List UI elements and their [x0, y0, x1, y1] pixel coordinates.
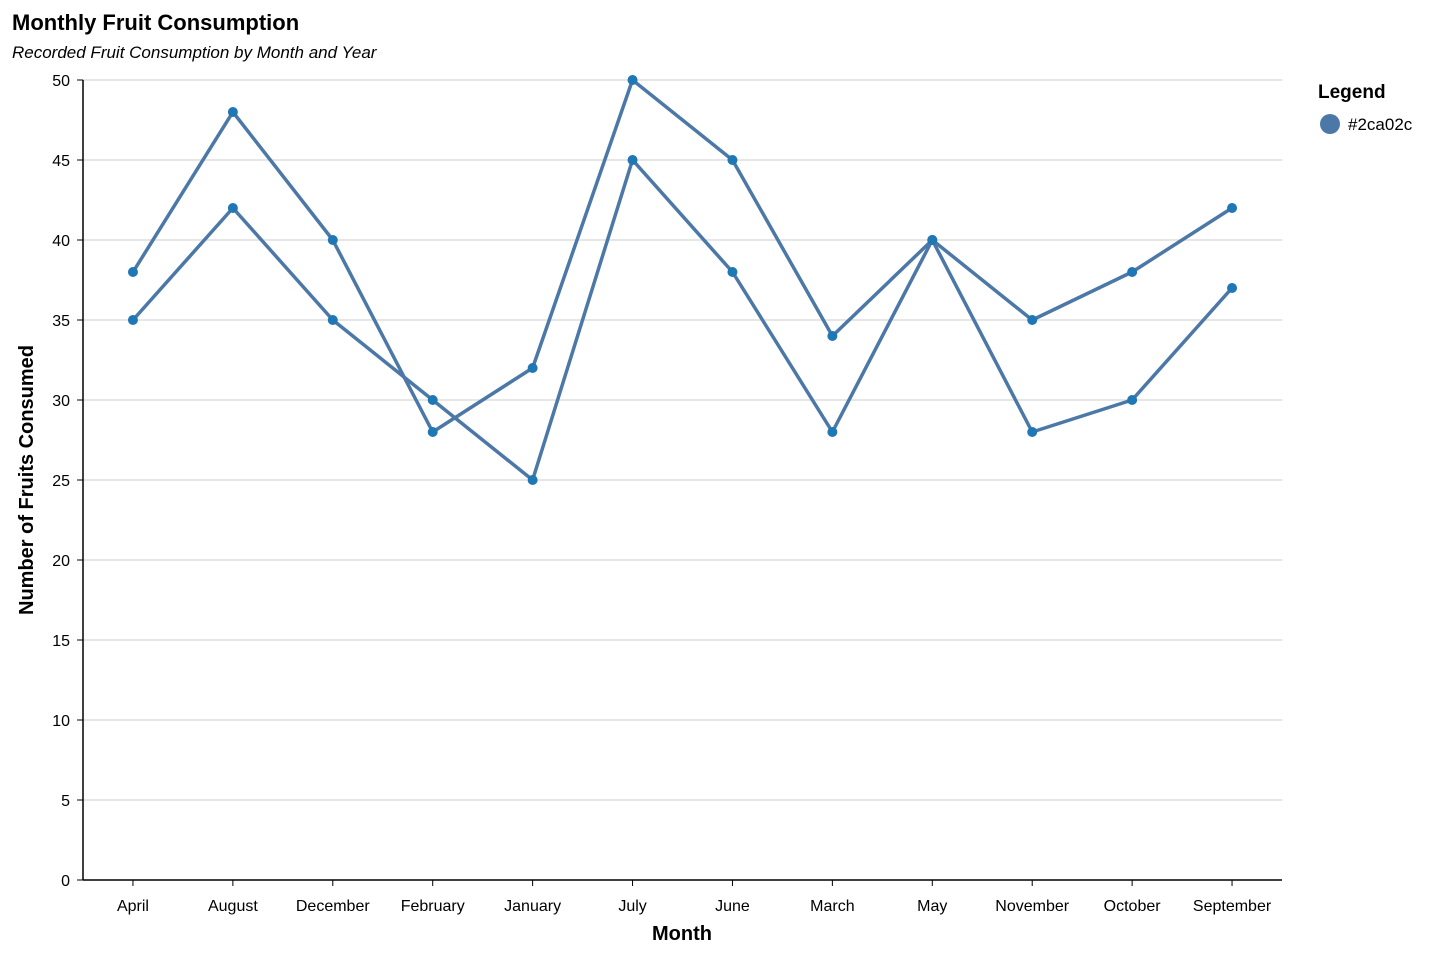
series-1-point — [827, 331, 838, 341]
series-2-point — [1127, 395, 1138, 405]
x-tick-label: June — [715, 898, 750, 915]
series-1-point — [427, 427, 438, 437]
series-1-point — [727, 155, 738, 165]
y-tick-label: 15 — [52, 633, 70, 650]
y-tick-label: 50 — [52, 73, 70, 90]
series-1-point — [1027, 315, 1038, 325]
x-tick-label: March — [810, 898, 854, 915]
x-tick-label: May — [917, 898, 947, 915]
y-axis-title: Number of Fruits Consumed — [16, 345, 38, 615]
series-2-point — [1227, 283, 1238, 293]
series-1-point — [527, 363, 538, 373]
series-2-point — [727, 267, 738, 277]
y-tick-label: 20 — [52, 553, 70, 570]
series-2-point — [427, 395, 438, 405]
y-tick-label: 10 — [52, 713, 70, 730]
series-2-point — [627, 155, 638, 165]
series-lines — [131, 78, 1234, 482]
legend-symbol — [1320, 114, 1340, 134]
series-1-line — [131, 78, 1233, 434]
legend-title: Legend — [1318, 82, 1386, 103]
series-1-point — [227, 107, 238, 117]
y-tick-label: 35 — [52, 313, 70, 330]
series-1-point — [327, 235, 338, 245]
x-tick-label: August — [208, 898, 258, 915]
series-2-point — [927, 235, 938, 245]
x-tick-label: September — [1193, 898, 1272, 915]
legend-label: #2ca02c — [1348, 115, 1413, 134]
series-1-point — [127, 267, 138, 277]
x-tick-label: April — [117, 898, 149, 915]
y-tick-label: 45 — [52, 153, 70, 170]
chart-title: Monthly Fruit Consumption — [12, 10, 299, 35]
series-2-point — [527, 475, 538, 485]
data-points — [127, 75, 1238, 485]
x-tick-label: January — [504, 898, 561, 915]
series-1-point — [627, 75, 638, 85]
x-tick-label: November — [995, 898, 1069, 915]
series-2-point — [827, 427, 838, 437]
y-tick-label: 25 — [52, 473, 70, 490]
x-axis-title: Month — [652, 923, 712, 945]
y-tick-label: 30 — [52, 393, 70, 410]
series-2-line — [131, 158, 1234, 482]
series-2-point — [127, 315, 138, 325]
y-tick-label: 5 — [61, 793, 70, 810]
series-2-point — [327, 315, 338, 325]
x-tick-label: October — [1104, 898, 1162, 915]
gridlines — [83, 79, 1282, 801]
axes: 0 5 10 15 20 25 30 35 40 45 50 April August December F… — [52, 73, 1282, 915]
series-1-point — [1227, 203, 1238, 213]
y-tick-label: 40 — [52, 233, 70, 250]
legend: Legend #2ca02c — [1318, 82, 1413, 134]
series-2-point — [227, 203, 238, 213]
chart-subtitle: Recorded Fruit Consumption by Month and … — [12, 43, 378, 62]
x-tick-label: February — [401, 898, 465, 915]
series-2-point — [1027, 427, 1038, 437]
series-1-point — [1127, 267, 1138, 277]
y-tick-label: 0 — [61, 873, 70, 890]
x-tick-label: December — [296, 898, 370, 915]
x-tick-label: July — [618, 898, 646, 915]
